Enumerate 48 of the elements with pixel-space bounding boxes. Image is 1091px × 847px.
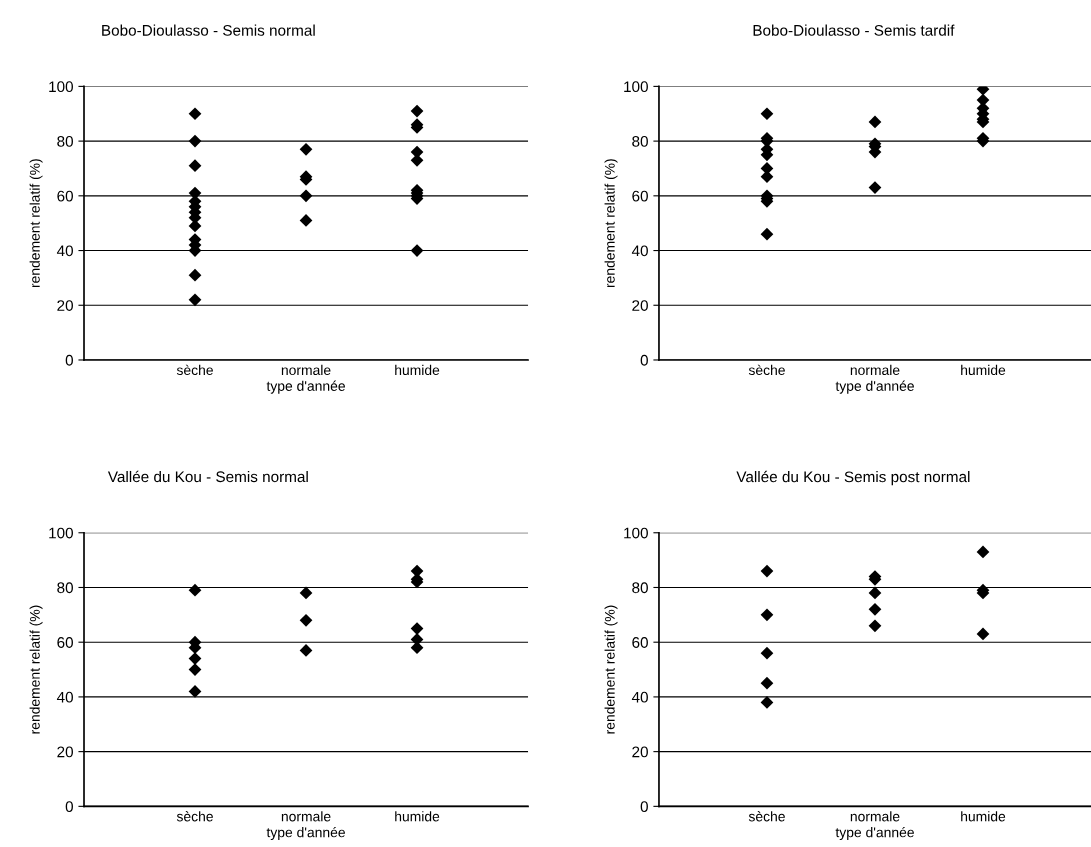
y-tick-label: 100 <box>624 527 648 539</box>
x-tick-label: sèche <box>748 364 785 376</box>
x-tick-label: humide <box>395 811 440 822</box>
y-tick-label: 20 <box>632 300 648 311</box>
y-tick-label: 100 <box>49 81 73 93</box>
x-tick-label: normale <box>281 364 331 376</box>
y-tick-label: 80 <box>57 135 73 147</box>
y-tick-label: 80 <box>57 582 73 594</box>
x-tick-label: humide <box>395 364 440 376</box>
y-tick-label: 40 <box>56 245 73 257</box>
y-tick-label: 40 <box>631 691 648 703</box>
y-tick-label: 20 <box>57 300 73 311</box>
x-tick-label: humide <box>961 364 1006 376</box>
y-axis-title: rendement relatif (%) <box>29 159 43 288</box>
y-tick-label: 0 <box>65 354 73 366</box>
y-tick-label: 0 <box>65 801 73 813</box>
x-tick-label: sèche <box>176 364 213 376</box>
y-tick-label: 60 <box>632 190 648 202</box>
x-axis-title: type d'année <box>266 380 345 394</box>
y-axis-title: rendement relatif (%) <box>29 605 43 734</box>
y-tick-label: 60 <box>57 190 73 202</box>
x-axis-title: type d'année <box>266 826 345 841</box>
chart-title: Vallée du Kou - Semis normal <box>107 470 308 483</box>
y-tick-label: 0 <box>640 801 648 813</box>
y-tick-label: 80 <box>632 582 648 594</box>
chart-title: Bobo-Dioulasso - Semis tardif <box>753 24 955 36</box>
y-tick-label: 100 <box>624 81 648 93</box>
y-axis-title: rendement relatif (%) <box>604 159 618 288</box>
y-tick-label: 60 <box>632 637 648 648</box>
y-tick-label: 40 <box>631 245 648 257</box>
x-tick-label: normale <box>850 364 900 376</box>
y-tick-label: 0 <box>640 354 648 366</box>
y-tick-label: 40 <box>56 691 73 703</box>
x-tick-label: sèche <box>176 811 213 822</box>
chart-title: Vallée du Kou - Semis post normal <box>736 470 970 486</box>
y-tick-label: 20 <box>57 746 73 758</box>
x-tick-label: sèche <box>748 811 785 822</box>
y-tick-label: 80 <box>632 135 648 147</box>
x-axis-title: type d'année <box>835 826 914 841</box>
y-tick-label: 60 <box>57 637 73 648</box>
y-tick-label: 20 <box>632 746 648 758</box>
x-tick-label: humide <box>961 811 1006 822</box>
y-tick-label: 100 <box>49 527 73 539</box>
y-axis-title: rendement relatif (%) <box>604 605 618 734</box>
x-tick-label: normale <box>850 811 900 822</box>
x-tick-label: normale <box>281 811 331 822</box>
x-axis-title: type d'année <box>835 380 914 394</box>
chart-title: Bobo-Dioulasso - Semis normal <box>102 24 315 36</box>
